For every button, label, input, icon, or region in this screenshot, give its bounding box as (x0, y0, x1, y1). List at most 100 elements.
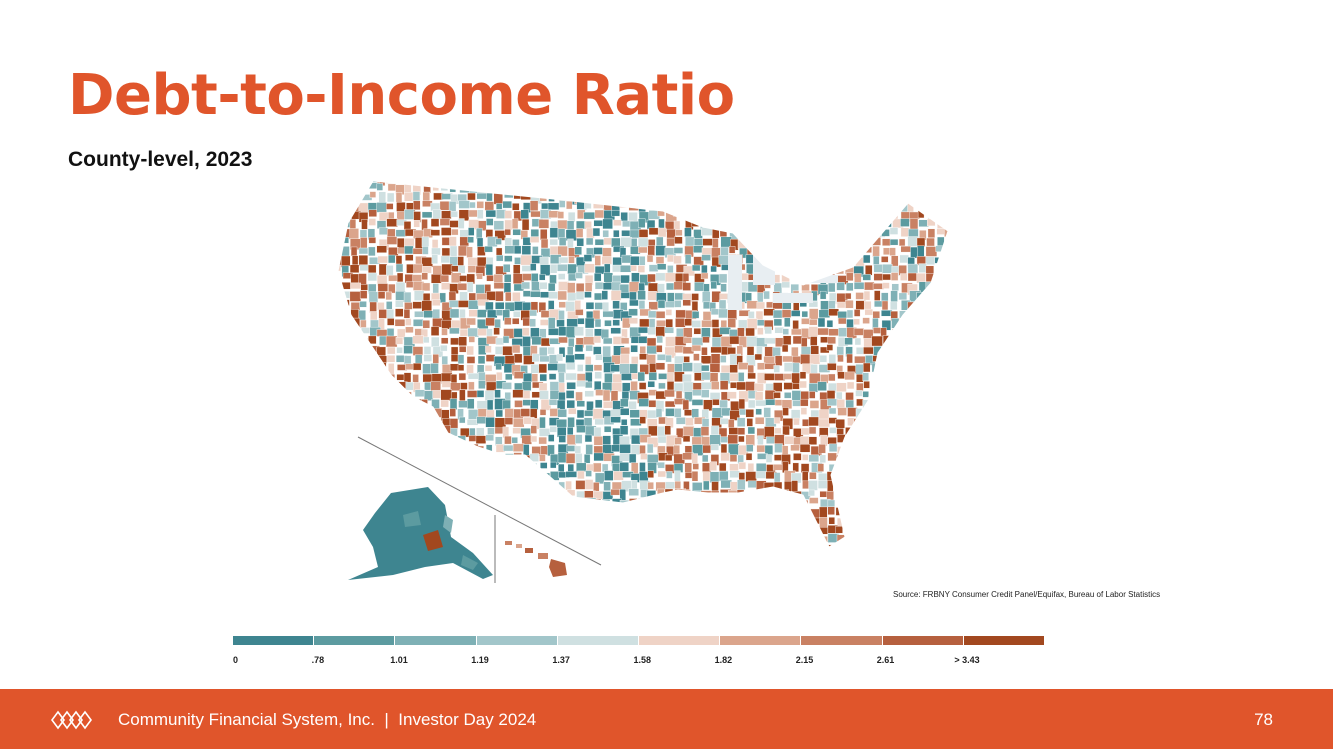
county-cell (809, 353, 821, 365)
county-cell (916, 329, 925, 336)
county-cell (529, 184, 536, 191)
county-cell (754, 181, 762, 183)
county-cell (466, 356, 476, 364)
county-cell (694, 281, 705, 292)
county-cell (378, 227, 389, 235)
county-cell (549, 481, 557, 489)
county-cell (674, 470, 681, 482)
county-cell (432, 299, 441, 306)
county-cell (468, 292, 476, 302)
county-cell (603, 507, 615, 517)
county-cell (871, 335, 883, 347)
slide-subtitle: County-level, 2023 (68, 148, 253, 171)
county-cell (610, 290, 622, 301)
county-cell (359, 301, 367, 308)
county-cell (692, 245, 704, 253)
county-cell (772, 238, 780, 247)
county-cell (549, 490, 558, 501)
county-cell (856, 374, 864, 383)
county-cell (405, 464, 415, 471)
county-cell (728, 246, 736, 254)
county-cell (900, 490, 907, 503)
county-cell (808, 480, 818, 491)
county-cell (718, 308, 728, 319)
county-cell (368, 209, 377, 217)
county-cell (890, 472, 900, 483)
county-cell (458, 479, 469, 491)
county-cell (936, 453, 943, 460)
county-cell (792, 462, 799, 473)
county-cell (891, 418, 904, 425)
county-cell (575, 391, 583, 402)
county-cell (945, 506, 948, 519)
county-cell (504, 237, 513, 246)
county-cell (810, 345, 819, 356)
legend-swatch (882, 636, 964, 645)
county-cell (430, 363, 439, 374)
county-cell (720, 452, 730, 462)
county-cell (377, 283, 389, 292)
county-cell (720, 355, 727, 363)
county-cell (539, 355, 550, 363)
county-cell (440, 463, 450, 475)
county-cell (592, 408, 605, 420)
county-cell (395, 263, 404, 273)
county-cell (602, 389, 611, 402)
county-cell (511, 437, 518, 444)
county-cell (891, 481, 902, 490)
county-cell (532, 479, 544, 489)
county-cell (593, 346, 602, 355)
legend-tick-labels: 0.78 1.01 1.19 1.37 1.58 1.82 2.15 2.61 > 3.43 (233, 655, 1044, 669)
county-cell (828, 308, 839, 317)
county-cell (928, 363, 940, 371)
county-cell (631, 524, 638, 537)
county-cell (530, 534, 541, 541)
county-cell (467, 390, 479, 398)
county-cell (691, 201, 700, 212)
county-cell (838, 481, 850, 490)
county-cell (540, 508, 549, 518)
county-cell (854, 337, 862, 346)
county-cell (856, 507, 867, 519)
county-cell (351, 444, 363, 457)
county-cell (737, 526, 748, 538)
county-cell (620, 553, 627, 560)
county-cell (377, 408, 389, 418)
county-cell (495, 301, 505, 310)
county-cell (602, 184, 610, 196)
county-cell (450, 462, 458, 471)
company-logo-icon (51, 710, 92, 730)
county-cell (493, 220, 505, 230)
county-cell (486, 507, 498, 514)
county-cell (630, 192, 643, 202)
county-cell (799, 371, 807, 379)
county-cell (745, 229, 753, 241)
county-cell (620, 353, 630, 366)
county-cell (908, 326, 919, 339)
county-cell (574, 344, 584, 353)
color-legend: 0.78 1.01 1.19 1.37 1.58 1.82 2.15 2.61 > 3.43 (233, 636, 1045, 669)
county-cell (881, 381, 891, 389)
county-cell (486, 399, 494, 412)
county-cell (458, 336, 467, 346)
county-cell (791, 544, 798, 547)
county-cell (890, 355, 898, 365)
county-cell (558, 490, 567, 501)
county-cell (540, 490, 550, 500)
county-cell (458, 200, 470, 209)
county-cell (451, 228, 459, 236)
county-cell (693, 353, 700, 361)
county-cell (916, 353, 925, 360)
county-cell (495, 516, 505, 527)
county-cell (610, 488, 620, 496)
county-cell (611, 444, 620, 452)
county-cell (351, 362, 363, 371)
county-cell (809, 318, 818, 326)
county-cell (367, 425, 376, 434)
county-cell (871, 183, 884, 192)
county-cell (414, 435, 423, 443)
county-cell (844, 292, 852, 300)
county-cell (882, 210, 893, 220)
county-cell (584, 200, 592, 209)
county-cell (926, 552, 932, 560)
